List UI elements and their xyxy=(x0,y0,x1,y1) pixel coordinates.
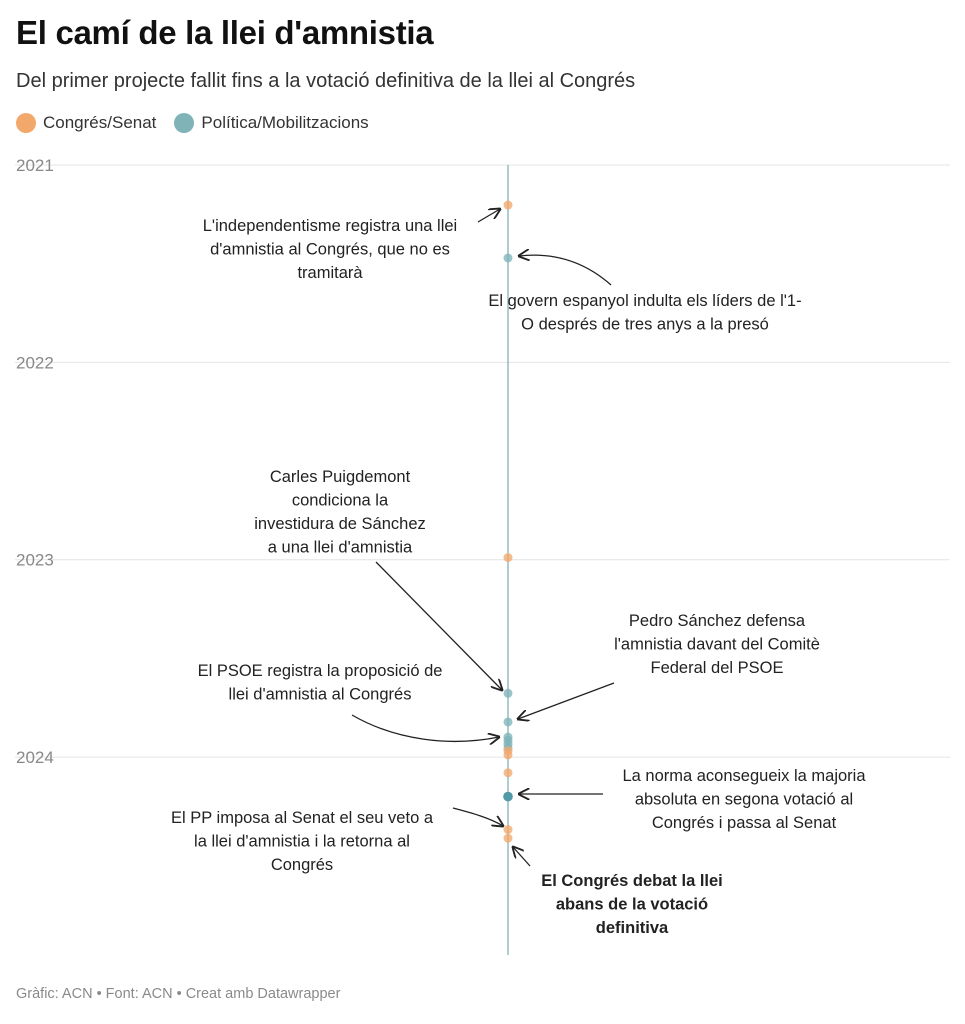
chart-title: El camí de la llei d'amnistia xyxy=(16,14,434,51)
data-points xyxy=(503,200,513,843)
y-tick-label-2024: 2024 xyxy=(16,748,54,767)
annotation-6: La norma aconsegueix la majoria absoluta … xyxy=(622,767,866,832)
annotation-line: O després de tres anys a la presó xyxy=(521,316,769,334)
annotation-arrow xyxy=(477,209,500,223)
legend-item-politica-mobilitzacions: Política/Mobilitzacions xyxy=(174,113,369,133)
annotation-line: a una llei d'amnistia xyxy=(268,539,413,557)
annotation-arrow xyxy=(375,561,502,690)
data-point xyxy=(503,253,513,263)
annotation-line: L'independentisme registra una llei xyxy=(203,217,457,235)
legend-swatch-congres-senat xyxy=(16,113,36,133)
annotation-arrows xyxy=(351,209,615,867)
grid xyxy=(15,164,950,758)
y-tick-label-2022: 2022 xyxy=(16,353,54,372)
annotation-arrow xyxy=(452,807,503,826)
legend: Congrés/Senat Política/Mobilitzacions xyxy=(16,113,387,133)
annotations: L'independentisme registra una llei d'amn… xyxy=(171,217,866,937)
data-point xyxy=(503,768,513,778)
annotation-7: El PP imposa al Senat el seu veto a la ll… xyxy=(171,809,434,874)
legend-label-congres-senat: Congrés/Senat xyxy=(43,113,157,132)
annotation-arrow xyxy=(513,847,531,867)
chart-subtitle: Del primer projecte fallit fins a la vot… xyxy=(16,70,636,92)
y-tick-label-2023: 2023 xyxy=(16,551,54,570)
annotation-8: El Congrés debat la llei abans de la vota… xyxy=(541,872,723,937)
annotation-line: definitiva xyxy=(596,919,669,937)
data-point xyxy=(503,750,513,760)
annotation-line: El PSOE registra la proposició de xyxy=(198,662,443,680)
annotation-line: La norma aconsegueix la majoria xyxy=(622,767,866,785)
legend-label-politica-mobilitzacions: Política/Mobilitzacions xyxy=(201,113,369,132)
y-tick-label-2021: 2021 xyxy=(16,156,54,175)
annotation-line: condiciona la xyxy=(292,492,389,510)
annotation-line: tramitarà xyxy=(297,264,363,282)
annotation-2: El govern espanyol indulta els líders de… xyxy=(488,292,801,334)
data-point xyxy=(503,553,513,563)
annotation-line: Pedro Sánchez defensa xyxy=(629,612,806,630)
annotation-line: El PP imposa al Senat el seu veto a xyxy=(171,809,434,827)
annotation-line: abans de la votació xyxy=(556,896,708,914)
annotation-arrow xyxy=(518,682,615,719)
data-point xyxy=(503,791,513,802)
annotation-line: absoluta en segona votació al xyxy=(635,791,853,809)
annotation-line: d'amnistia al Congrés, que no es xyxy=(210,241,450,259)
annotation-5: El PSOE registra la proposició de llei d'… xyxy=(198,662,443,704)
data-point xyxy=(503,717,513,727)
data-point xyxy=(503,688,513,698)
annotation-line: Federal del PSOE xyxy=(651,659,784,677)
annotation-line: Carles Puigdemont xyxy=(270,468,411,486)
annotation-line: llei d'amnistia al Congrés xyxy=(229,686,412,704)
annotation-4: Pedro Sánchez defensa l'amnistia davant d… xyxy=(614,612,820,677)
annotation-line: Congrés i passa al Senat xyxy=(652,814,837,832)
legend-item-congres-senat: Congrés/Senat xyxy=(16,113,156,133)
legend-swatch-politica-mobilitzacions xyxy=(174,113,195,133)
data-point xyxy=(503,825,513,835)
annotation-line: investidura de Sánchez xyxy=(254,515,426,533)
annotation-line: El Congrés debat la llei xyxy=(541,872,723,890)
annotation-arrow xyxy=(351,714,499,741)
y-axis: 2021 2022 2023 2024 xyxy=(16,156,509,955)
annotation-arrow xyxy=(519,255,612,286)
annotation-1: L'independentisme registra una llei d'amn… xyxy=(203,217,457,282)
chart-footer: Gràfic: ACN • Font: ACN • Creat amb Data… xyxy=(16,986,341,1002)
data-point xyxy=(503,833,513,843)
annotation-line: El govern espanyol indulta els líders de… xyxy=(488,292,801,310)
annotation-line: la llei d'amnistia i la retorna al xyxy=(194,833,410,851)
data-point xyxy=(503,200,513,210)
annotation-3: Carles Puigdemont condiciona la investidur… xyxy=(254,468,426,557)
annotation-line: Congrés xyxy=(271,856,333,874)
annotation-line: l'amnistia davant del Comitè xyxy=(614,636,820,654)
